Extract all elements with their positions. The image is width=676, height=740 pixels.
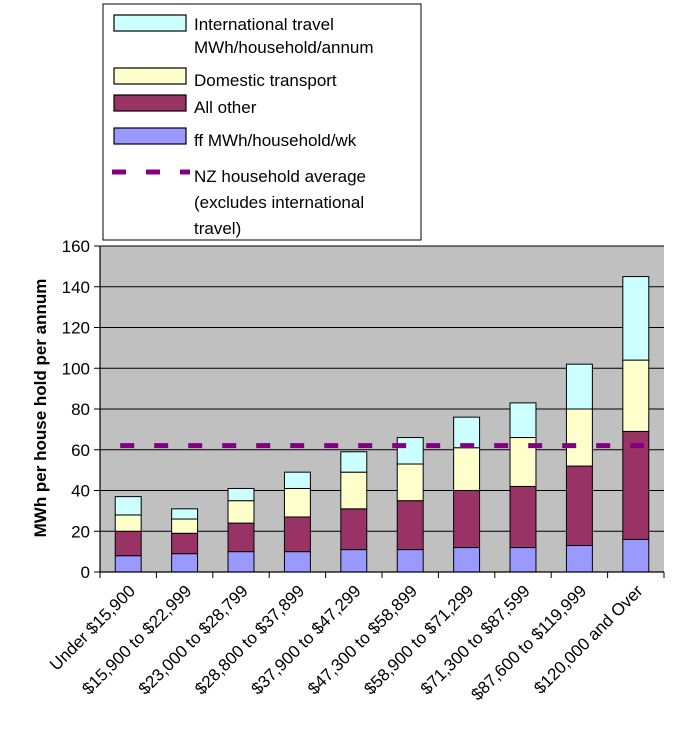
- bar-domestic-transport-5: [396, 463, 424, 502]
- x-tick-label: $47,300 to $58,899: [304, 581, 421, 698]
- y-tick-label: 120: [62, 319, 90, 338]
- bar-international-travel-6: [453, 416, 481, 449]
- bar-domestic-transport-6: [453, 447, 481, 491]
- y-tick-label: 100: [62, 359, 90, 378]
- y-tick-label: 60: [71, 441, 90, 460]
- legend-label-2-0: All other: [194, 98, 257, 117]
- bar-ff-mwh-household-wk-2: [227, 551, 255, 573]
- bar-all-other-4: [340, 508, 368, 551]
- y-tick-label: 0: [81, 563, 90, 582]
- legend-label-4-1: (excludes international: [194, 193, 364, 212]
- bar-ff-mwh-household-wk-4: [340, 549, 368, 573]
- bar-international-travel-7: [509, 402, 537, 439]
- bar-all-other-8: [565, 465, 593, 547]
- x-tick-label: $37,900 to $47,299: [248, 581, 365, 698]
- bar-all-other-5: [396, 500, 424, 551]
- y-tick-label: 80: [71, 400, 90, 419]
- bar-ff-mwh-household-wk-3: [283, 551, 311, 573]
- bar-international-travel-9: [622, 276, 650, 361]
- y-tick-label: 140: [62, 278, 90, 297]
- legend-label-0-0: International travel: [194, 15, 334, 34]
- bar-all-other-9: [622, 430, 650, 540]
- legend-label-0-1: MWh/household/annum: [194, 38, 374, 57]
- y-tick-label: 160: [62, 237, 90, 256]
- legend-label-4-2: travel): [194, 219, 241, 238]
- bar-all-other-3: [283, 516, 311, 553]
- legend-label-3-0: ff MWh/household/wk: [194, 131, 357, 150]
- bar-domestic-transport-8: [565, 408, 593, 467]
- bar-ff-mwh-household-wk-8: [565, 545, 593, 573]
- bar-all-other-0: [114, 530, 142, 557]
- bar-domestic-transport-0: [114, 514, 142, 532]
- legend-swatch-all-other: [113, 94, 187, 112]
- bar-ff-mwh-household-wk-9: [622, 538, 650, 573]
- bar-international-travel-2: [227, 487, 255, 502]
- bar-international-travel-3: [283, 471, 311, 489]
- bar-ff-mwh-household-wk-1: [171, 553, 199, 573]
- legend-label-1-0: Domestic transport: [194, 71, 337, 90]
- x-tick-label: $15,900 to $22,999: [78, 581, 195, 698]
- y-tick-label: 20: [71, 522, 90, 541]
- legend-swatch-international-travel: [113, 14, 187, 32]
- bar-domestic-transport-3: [283, 487, 311, 518]
- legend-label-4-0: NZ household average: [194, 167, 366, 186]
- x-tick-label: $71,300 to $87,599: [417, 581, 534, 698]
- bar-all-other-7: [509, 485, 537, 549]
- legend-box: [102, 3, 422, 241]
- bar-ff-mwh-household-wk-6: [453, 547, 481, 573]
- bar-domestic-transport-9: [622, 359, 650, 432]
- bar-international-travel-8: [565, 363, 593, 410]
- bar-domestic-transport-4: [340, 471, 368, 510]
- y-axis-label: MWh per house hold per annum: [31, 279, 50, 538]
- bar-all-other-1: [171, 532, 199, 555]
- bar-ff-mwh-household-wk-5: [396, 549, 424, 573]
- legend-swatch-ff-mwh-household-wk: [113, 127, 187, 145]
- bar-domestic-transport-2: [227, 500, 255, 524]
- legend-swatch-domestic-transport: [113, 67, 187, 85]
- bar-all-other-6: [453, 490, 481, 549]
- legend: International travel MWh/household/annum D…: [102, 3, 422, 241]
- bar-ff-mwh-household-wk-0: [114, 555, 142, 573]
- bar-ff-mwh-household-wk-7: [509, 547, 537, 573]
- x-tick-label: $58,900 to $71,299: [360, 581, 477, 698]
- bar-international-travel-5: [396, 437, 424, 465]
- x-tick-label: $120,000 and Over: [530, 581, 647, 698]
- x-tick-label: $23,000 to $28,799: [135, 581, 252, 698]
- y-tick-label: 40: [71, 482, 90, 501]
- bar-all-other-2: [227, 522, 255, 553]
- bar-international-travel-0: [114, 496, 142, 516]
- bar-international-travel-4: [340, 451, 368, 473]
- x-tick-label: $28,800 to $37,899: [191, 581, 308, 698]
- bar-domestic-transport-1: [171, 518, 199, 534]
- bar-international-travel-1: [171, 508, 199, 520]
